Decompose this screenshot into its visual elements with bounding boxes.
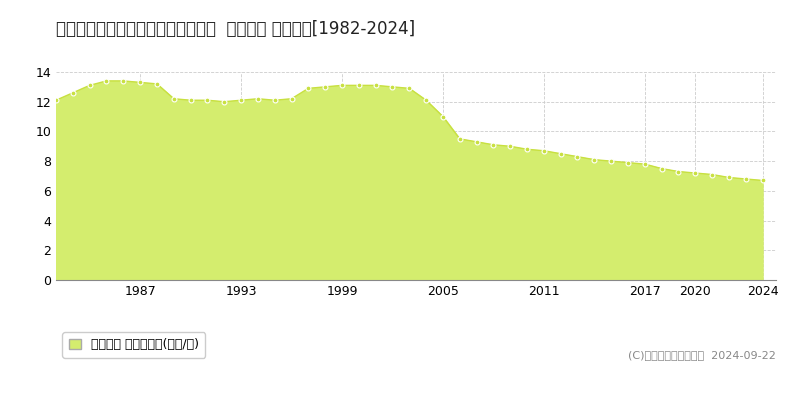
Text: (C)土地価格ドットコム  2024-09-22: (C)土地価格ドットコム 2024-09-22 [628, 350, 776, 360]
Text: 北海道苫小牧市山手町２丁目６番５  公示地価 地価推移[1982-2024]: 北海道苫小牧市山手町２丁目６番５ 公示地価 地価推移[1982-2024] [56, 20, 415, 38]
Legend: 公示地価 平均嵪単価(万円/嵪): 公示地価 平均嵪単価(万円/嵪) [62, 332, 206, 358]
